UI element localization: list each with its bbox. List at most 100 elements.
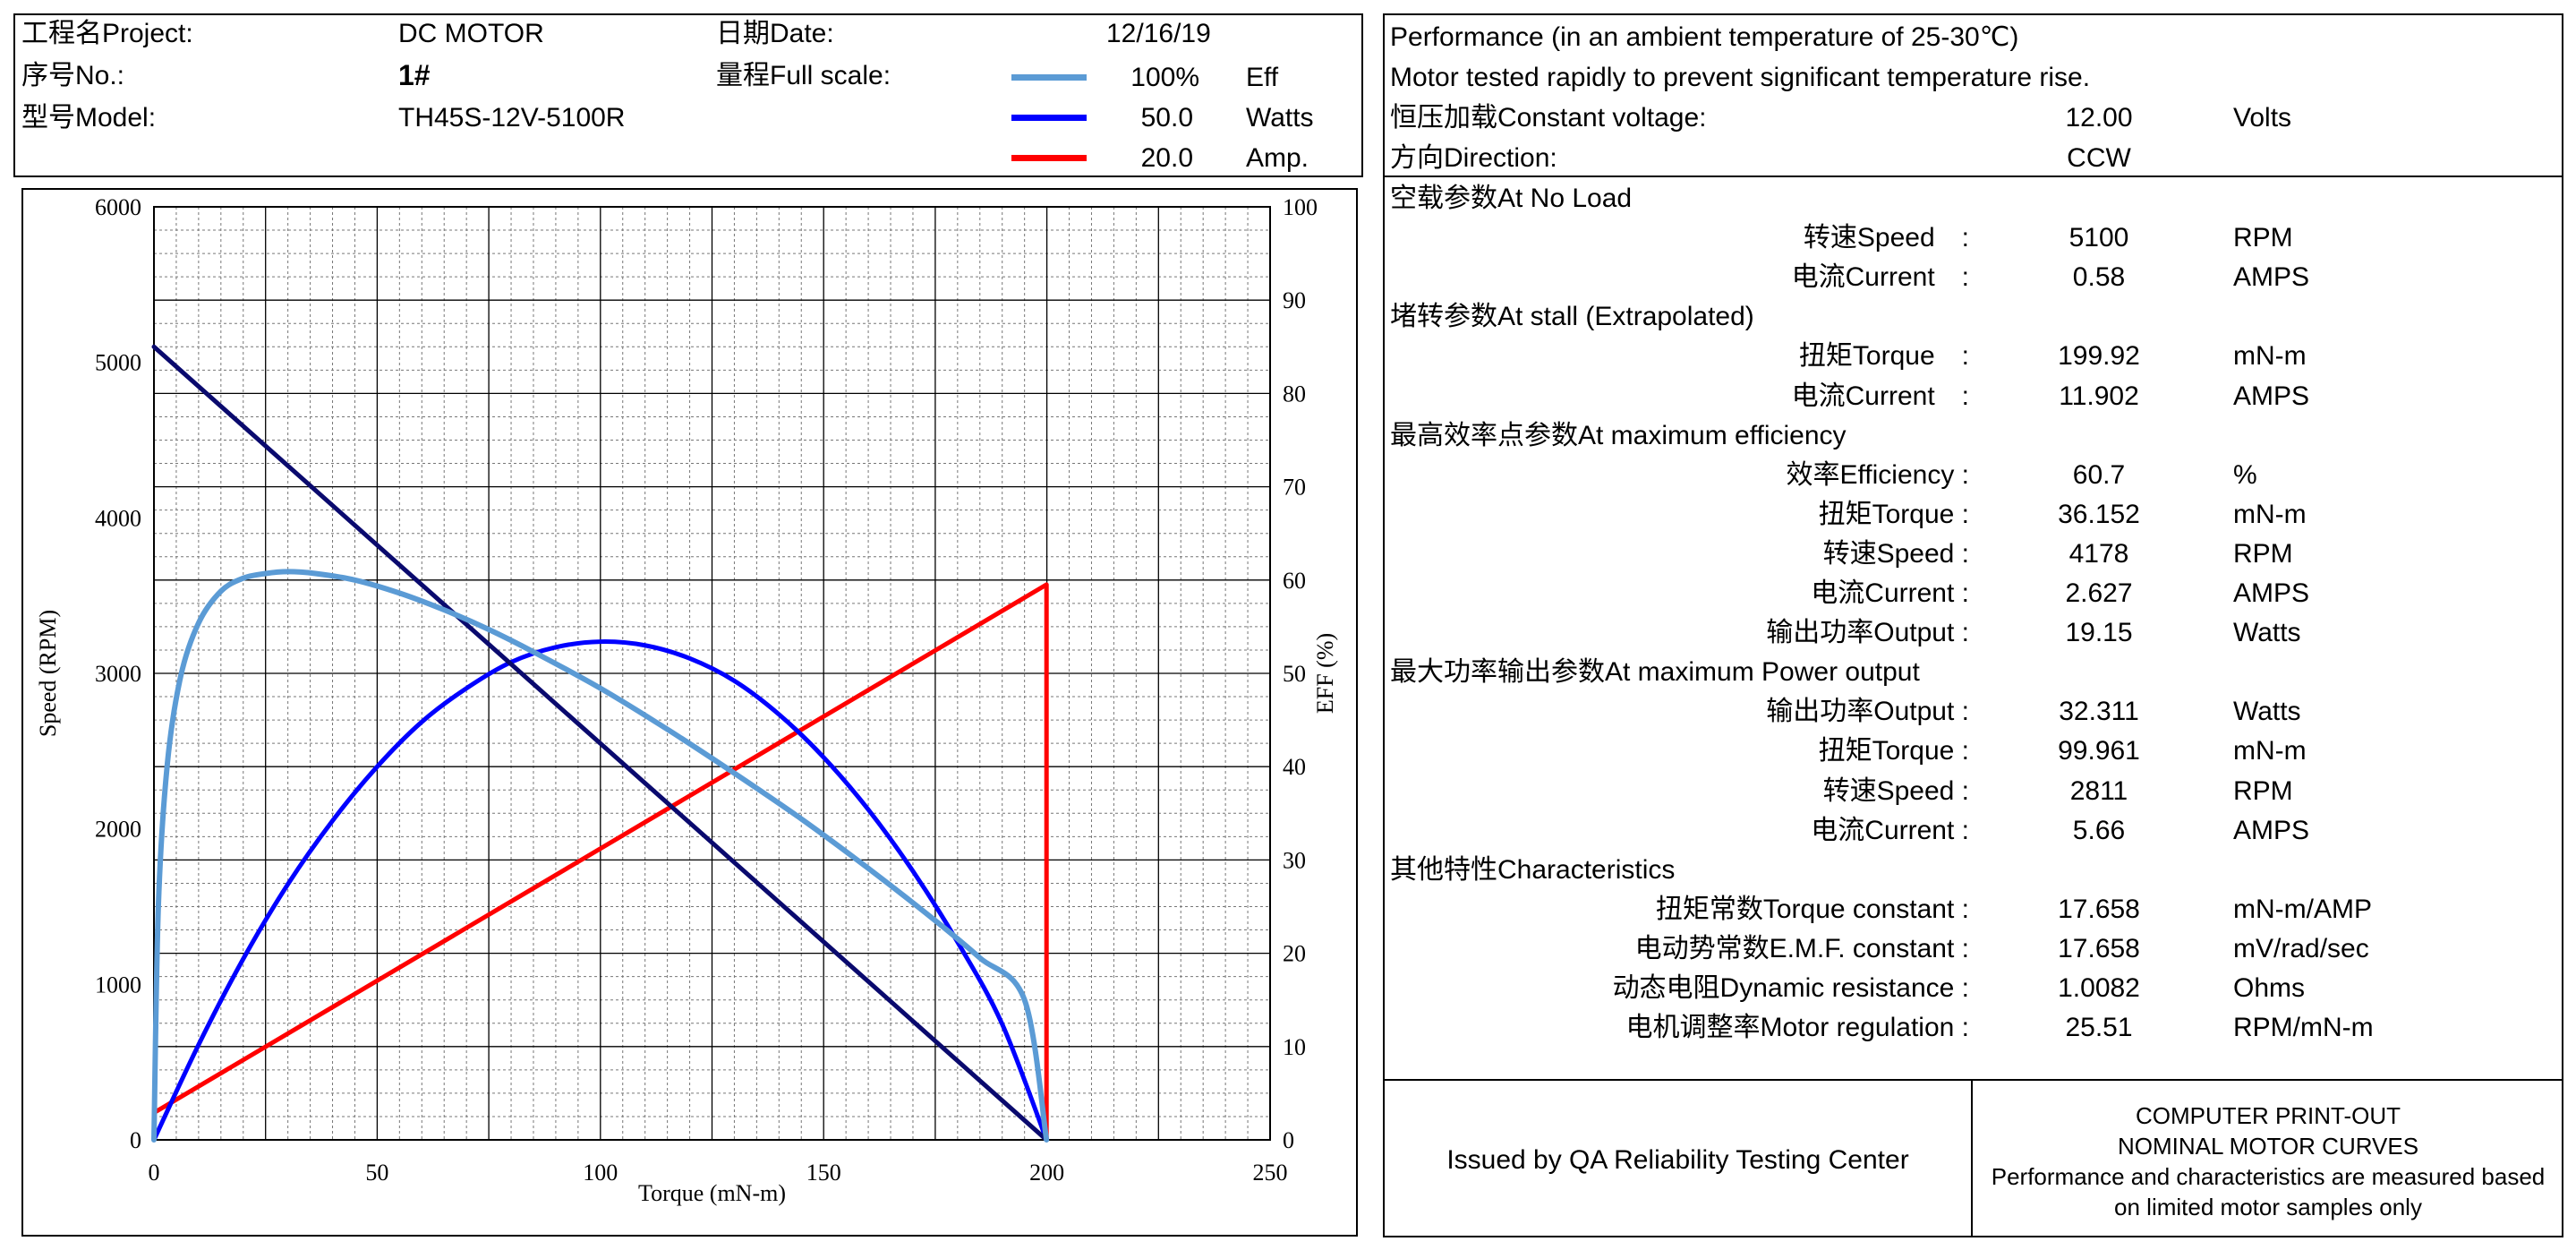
series-speed-line	[151, 344, 1049, 1143]
direction-label: 方向Direction:	[1390, 143, 1557, 173]
param-label: 扭矩Torque :	[1798, 341, 1969, 371]
fullscale-label: 量程Full scale:	[716, 61, 891, 90]
direction-value: CCW	[2067, 143, 2131, 173]
param-label: 电流Current :	[1811, 816, 1969, 845]
param-value: 11.902	[2059, 381, 2139, 411]
y-tick-label: 1000	[95, 972, 141, 997]
project-value: DC MOTOR	[398, 19, 544, 48]
footer-split	[1971, 1079, 1973, 1237]
watts-scale-unit: Watts	[1246, 103, 1314, 133]
param-section-heading: 堵转参数At stall (Extrapolated)	[1390, 302, 1754, 331]
y2-tick-label: 80	[1283, 381, 1306, 407]
param-value: 32.311	[2059, 697, 2139, 726]
y2-tick-label: 70	[1283, 475, 1306, 501]
x-tick-label: 250	[1253, 1160, 1288, 1186]
param-value: 19.15	[2065, 618, 2133, 647]
watts-scale-value: 50.0	[1140, 103, 1193, 133]
series-watts-line	[151, 639, 1049, 1143]
param-unit: %	[2233, 460, 2257, 490]
y2-tick-label: 0	[1283, 1127, 1294, 1153]
amp-scale-swatch	[1011, 155, 1087, 161]
date-value: 12/16/19	[1106, 19, 1211, 48]
issued-by: Issued by QA Reliability Testing Center	[1446, 1145, 1909, 1175]
series-eff-line	[151, 569, 1050, 1143]
y2-tick-label: 40	[1283, 754, 1306, 780]
y2-tick-label: 60	[1283, 568, 1306, 594]
y2-tick-label: 30	[1283, 847, 1306, 873]
param-label: 电机调整率Motor regulation :	[1625, 1013, 1969, 1042]
performance-divider	[1383, 176, 2563, 177]
param-label: 转速Speed :	[1803, 223, 1969, 253]
param-label: 电流Current :	[1811, 578, 1969, 608]
motor-curve-chart: 0 50 100 150 200 2500100020003000400050006000…	[35, 194, 1338, 1206]
footer-note-2: NOMINAL MOTOR CURVES	[2117, 1133, 2419, 1160]
performance-title: Performance (in an ambient temperature o…	[1390, 22, 2019, 52]
date-label: 日期Date:	[716, 19, 834, 48]
param-value: 5100	[2068, 223, 2129, 253]
param-section-heading: 最高效率点参数At maximum efficiency	[1390, 421, 1847, 450]
voltage-value: 12.00	[2065, 103, 2133, 133]
x-tick-label: 50	[365, 1160, 388, 1186]
param-value: 60.7	[2072, 460, 2126, 490]
y2-tick-label: 50	[1283, 661, 1306, 687]
x-axis-title: Torque (mN-m)	[638, 1180, 786, 1206]
param-label: 效率Efficiency :	[1786, 460, 1969, 490]
param-unit: mV/rad/sec	[2233, 934, 2369, 963]
param-value: 99.961	[2058, 736, 2140, 766]
param-label: 电动势常数E.M.F. constant :	[1634, 934, 1969, 963]
performance-note: Motor tested rapidly to prevent signific…	[1390, 63, 2091, 92]
amp-scale-value: 20.0	[1140, 143, 1193, 173]
voltage-unit: Volts	[2233, 103, 2292, 133]
param-value: 0.58	[2072, 262, 2126, 292]
param-unit: AMPS	[2233, 262, 2310, 292]
y-tick-label: 0	[130, 1127, 141, 1153]
eff-scale-swatch	[1011, 74, 1087, 81]
param-value: 4178	[2068, 539, 2129, 569]
y-tick-label: 3000	[95, 661, 141, 687]
y2-axis-title: EFF (%)	[1312, 633, 1338, 714]
param-unit: AMPS	[2233, 381, 2310, 411]
param-section-heading: 其他特性Characteristics	[1390, 855, 1676, 885]
param-value: 36.152	[2058, 500, 2140, 529]
param-value: 17.658	[2058, 934, 2140, 963]
footer-note-4: on limited motor samples only	[2114, 1194, 2422, 1220]
plot-frame	[153, 206, 1271, 1141]
param-unit: mN-m/AMP	[2233, 895, 2372, 924]
param-label: 扭矩常数Torque constant :	[1655, 895, 1969, 924]
performance-box	[1383, 13, 2563, 1237]
eff-scale-value: 100%	[1130, 63, 1199, 92]
voltage-label: 恒压加载Constant voltage:	[1390, 103, 1707, 133]
param-label: 扭矩Torque :	[1818, 500, 1969, 529]
y2-tick-label: 10	[1283, 1034, 1306, 1060]
param-label: 扭矩Torque :	[1818, 736, 1969, 766]
param-section-heading: 最大功率输出参数At maximum Power output	[1390, 657, 1920, 687]
footer-note-3: Performance and characteristics are meas…	[1991, 1163, 2546, 1190]
param-unit: RPM/mN-m	[2233, 1013, 2374, 1042]
watts-scale-swatch	[1011, 115, 1087, 121]
param-unit: Ohms	[2233, 973, 2306, 1003]
param-label: 输出功率Output :	[1766, 618, 1969, 647]
footer-note-1: COMPUTER PRINT-OUT	[2135, 1102, 2401, 1129]
y-tick-label: 6000	[95, 194, 141, 220]
param-value: 17.658	[2058, 895, 2140, 924]
model-label: 型号Model:	[21, 103, 157, 133]
x-tick-label: 100	[583, 1160, 618, 1186]
y-tick-label: 5000	[95, 350, 141, 376]
param-unit: mN-m	[2233, 341, 2307, 371]
param-value: 2811	[2069, 776, 2128, 806]
param-unit: RPM	[2233, 539, 2293, 569]
eff-scale-unit: Eff	[1246, 63, 1279, 92]
param-label: 输出功率Output :	[1766, 697, 1969, 726]
header-box	[13, 13, 1363, 177]
y-axis-title: Speed (RPM)	[35, 610, 61, 737]
param-value: 25.51	[2065, 1013, 2133, 1042]
no-label: 序号No.:	[21, 61, 125, 90]
series-amp-line	[151, 582, 1049, 1143]
no-value: 1#	[398, 59, 431, 91]
y-tick-label: 2000	[95, 817, 141, 843]
x-tick-label: 150	[806, 1160, 841, 1186]
param-value: 5.66	[2072, 816, 2126, 845]
x-tick-label: 200	[1029, 1160, 1064, 1186]
param-label: 动态电阻Dynamic resistance :	[1612, 973, 1969, 1003]
y2-tick-label: 20	[1283, 941, 1306, 967]
